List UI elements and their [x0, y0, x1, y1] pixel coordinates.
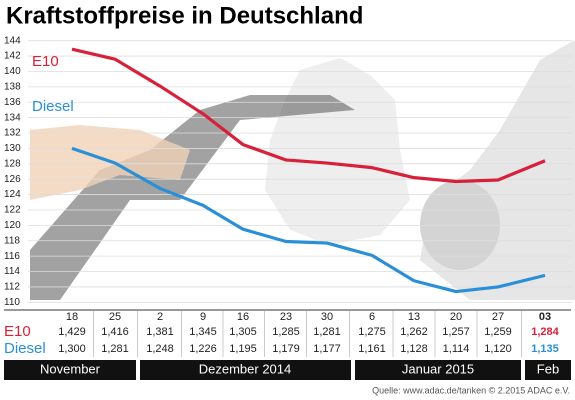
- fuel-pump: [30, 95, 355, 300]
- x-tick-label: 20: [450, 311, 462, 323]
- series-line: [71, 47, 546, 184]
- y-tick-label: 126: [4, 174, 21, 185]
- x-tick-label: 30: [321, 311, 333, 323]
- x-tick-label: 03: [539, 311, 551, 323]
- y-tick-label: 118: [4, 235, 20, 246]
- series-label: Diesel: [32, 98, 74, 115]
- y-tick-label: 144: [4, 35, 21, 46]
- y-tick-label: 110: [4, 297, 20, 308]
- value-label: 1,305: [229, 326, 257, 338]
- value-label: 1,284: [531, 326, 559, 338]
- value-label: 1,259: [484, 326, 512, 338]
- value-label: 1,248: [146, 343, 174, 355]
- month-bar: [355, 360, 521, 380]
- value-label: 1,161: [358, 343, 386, 355]
- month-bar: [4, 360, 136, 380]
- y-tick-label: 142: [4, 51, 21, 62]
- y-tick-label: 136: [4, 97, 21, 108]
- value-label: 1,345: [189, 326, 217, 338]
- value-label: 1,135: [531, 343, 559, 355]
- value-label: 1,177: [313, 343, 341, 355]
- value-label: 1,114: [443, 343, 470, 355]
- series-label: E10: [32, 53, 59, 70]
- x-tick-label: 16: [237, 311, 249, 323]
- x-tick-label: 23: [280, 311, 292, 323]
- month-bar: [525, 360, 571, 380]
- y-tick-label: 124: [4, 189, 21, 200]
- row-label: E10: [4, 323, 31, 340]
- value-label: 1,262: [400, 326, 428, 338]
- y-tick-label: 122: [4, 205, 21, 216]
- value-label: 1,275: [358, 326, 386, 338]
- series-line: [71, 146, 546, 294]
- y-tick-label: 134: [4, 112, 21, 123]
- x-tick-label: 13: [408, 311, 420, 323]
- value-label: 1,195: [229, 343, 257, 355]
- x-tick-label: 9: [200, 311, 206, 323]
- value-label: 1,179: [272, 343, 300, 355]
- value-label: 1,226: [189, 343, 217, 355]
- chart-title: Kraftstoffpreise in Deutschland: [6, 2, 363, 29]
- value-label: 1,429: [58, 326, 86, 338]
- y-tick-label: 112: [4, 282, 20, 293]
- value-label: 1,257: [442, 326, 470, 338]
- x-tick-label: 18: [66, 311, 78, 323]
- value-label: 1,281: [101, 343, 129, 355]
- x-tick-label: 6: [369, 311, 375, 323]
- value-label: 1,416: [101, 326, 129, 338]
- month-label: Dezember 2014: [199, 361, 292, 376]
- value-label: 1,128: [400, 343, 428, 355]
- row-label: Diesel: [4, 340, 46, 357]
- value-label: 1,285: [272, 326, 300, 338]
- y-tick-label: 130: [4, 143, 21, 154]
- y-tick-label: 140: [4, 66, 21, 77]
- value-label: 1,281: [313, 326, 341, 338]
- month-label: November: [40, 361, 101, 376]
- y-tick-label: 132: [4, 128, 21, 139]
- month-bar: [140, 360, 351, 380]
- y-tick-label: 116: [4, 251, 20, 262]
- y-tick-label: 114: [4, 266, 20, 277]
- value-label: 1,120: [484, 343, 512, 355]
- y-tick-label: 128: [4, 158, 21, 169]
- value-label: 1,300: [58, 343, 86, 355]
- month-label: Januar 2015: [402, 361, 474, 376]
- value-label: 1,381: [146, 326, 174, 338]
- x-tick-label: 25: [109, 311, 121, 323]
- x-tick-label: 27: [492, 311, 504, 323]
- month-label: Feb: [537, 361, 559, 376]
- y-tick-label: 138: [4, 82, 21, 93]
- y-tick-label: 120: [4, 220, 21, 231]
- x-tick-label: 2: [157, 311, 163, 323]
- source: Quelle: www.adac.de/tanken © 2.2015 ADAC…: [372, 385, 570, 395]
